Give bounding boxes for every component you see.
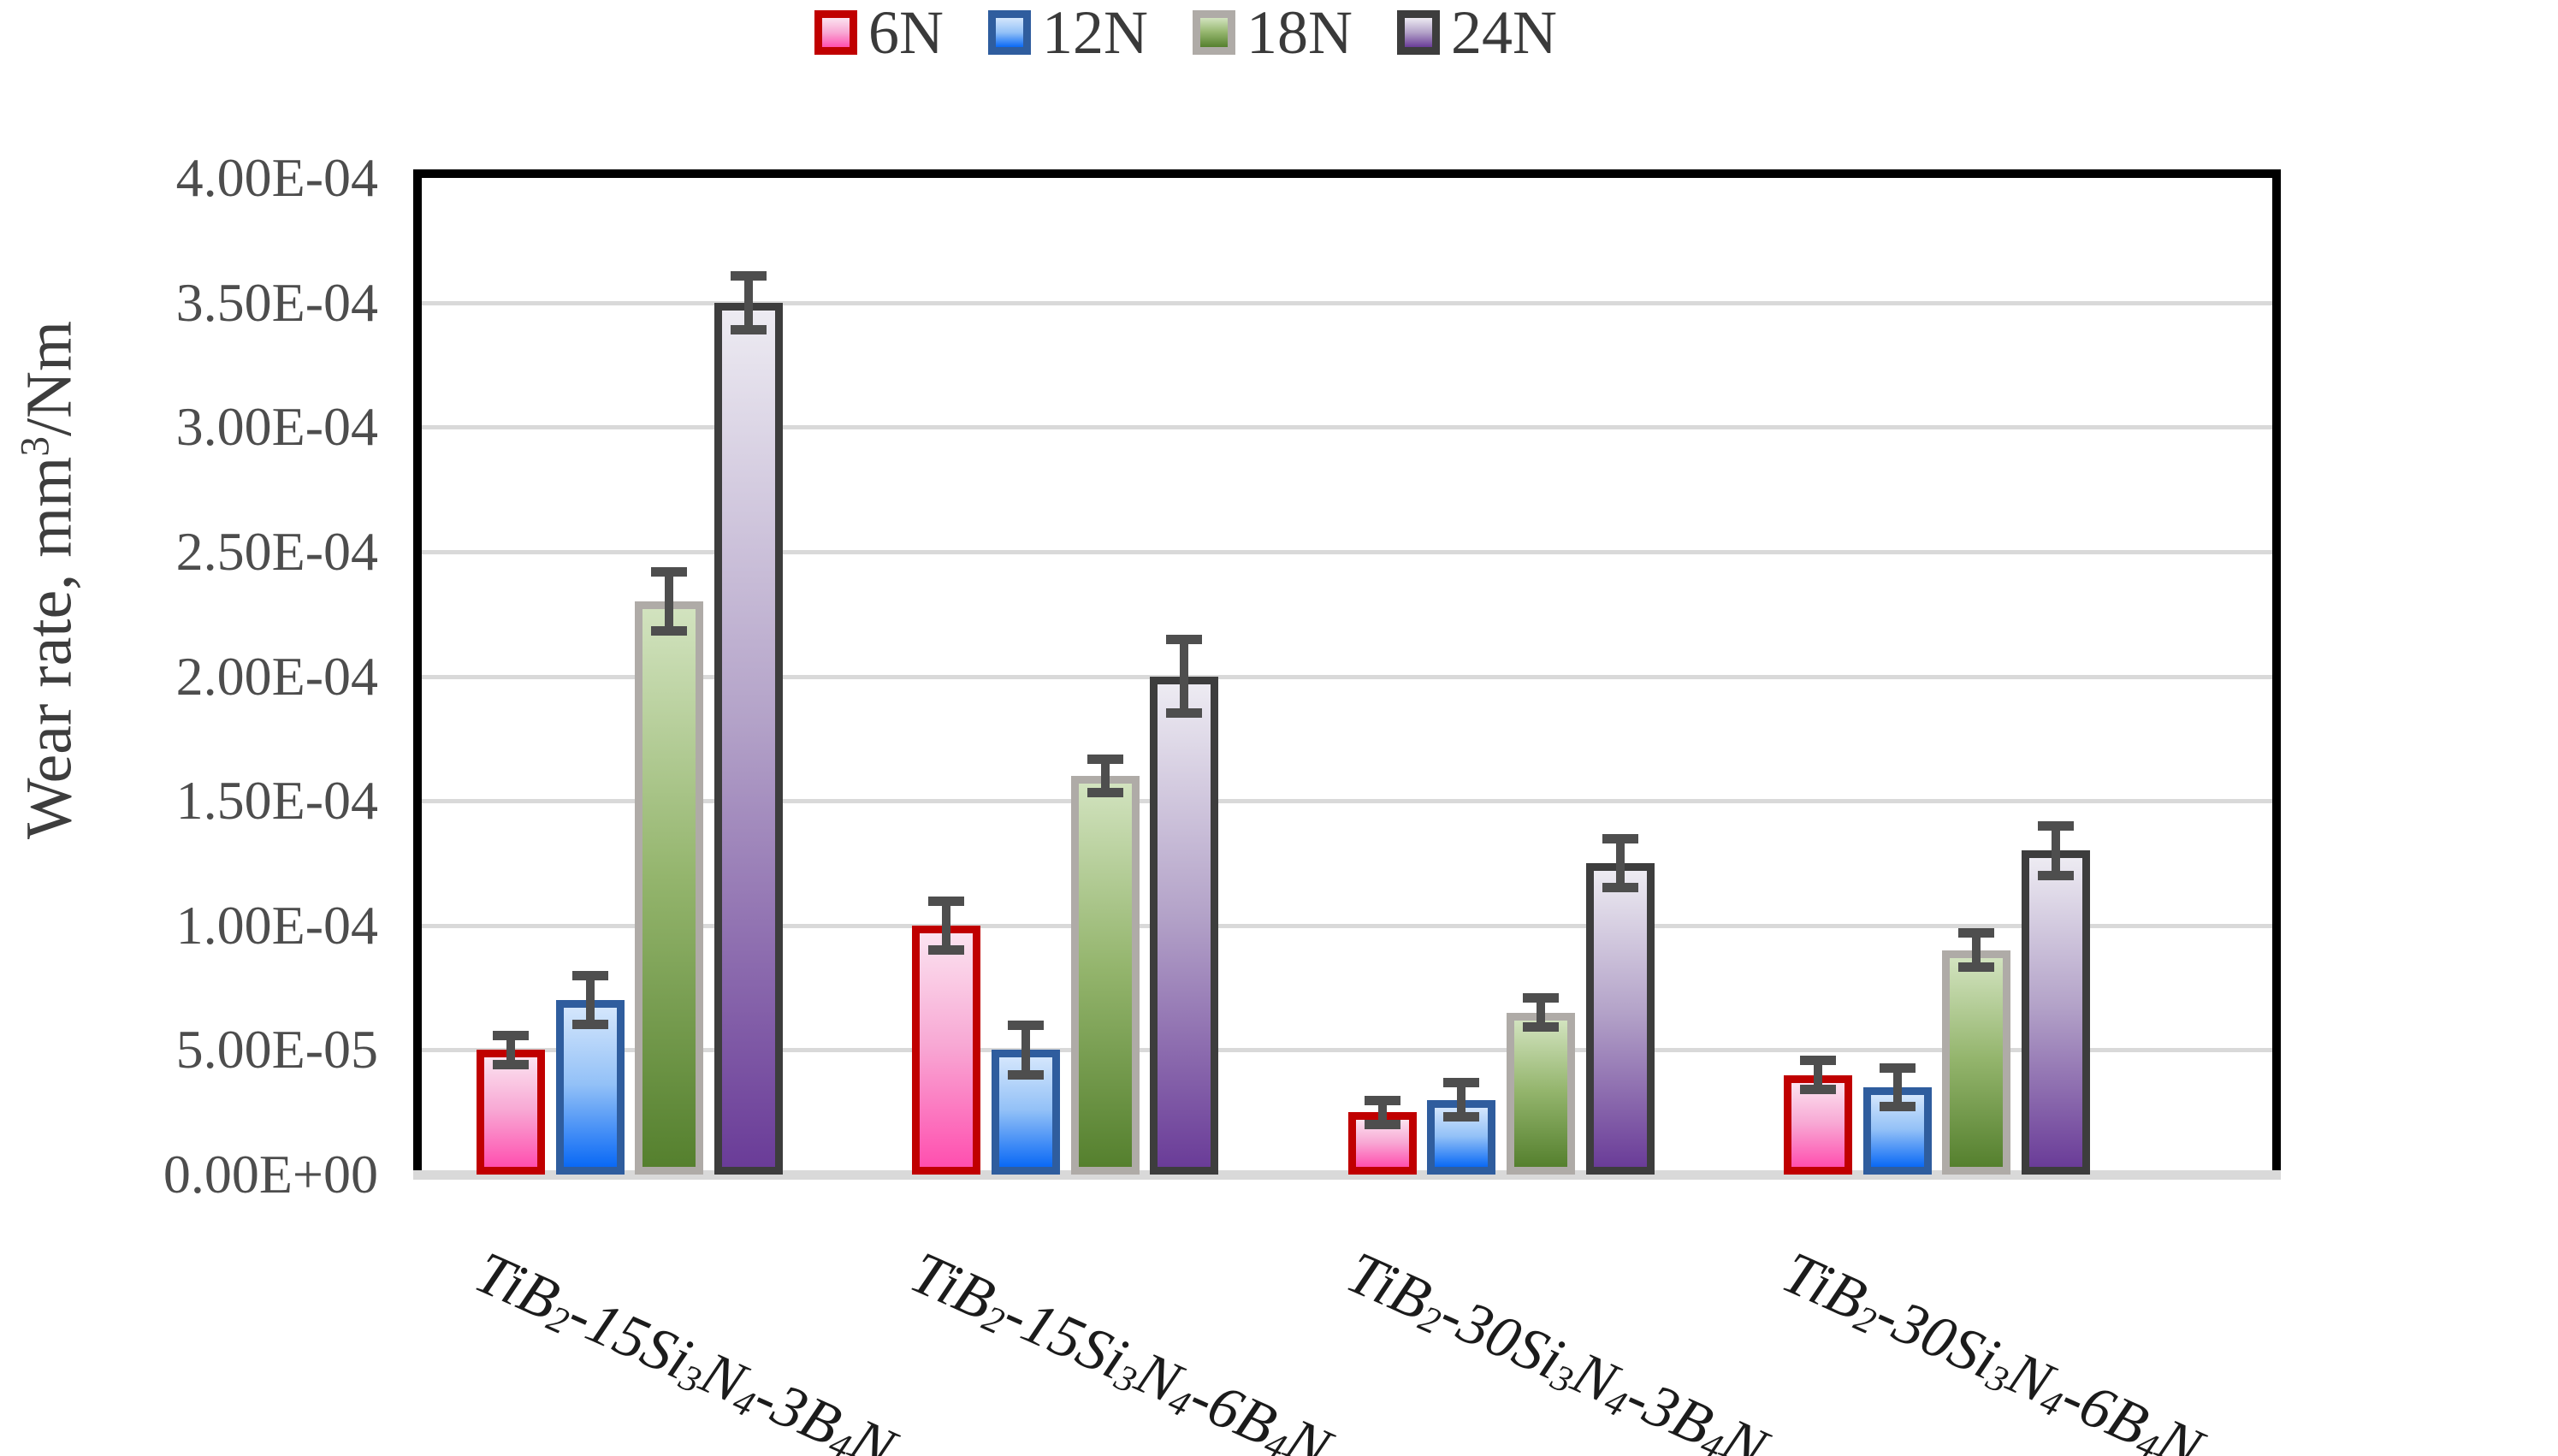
error-bar-cap-bottom <box>928 944 965 955</box>
error-bar-cap-bottom <box>731 324 767 334</box>
bar-18N-TiB₂-15Si₃N₄-3B₄N <box>635 601 704 1175</box>
error-bar-cap-top <box>1602 833 1638 843</box>
legend-label: 24N <box>1451 0 1557 67</box>
y-tick-label: 1.50E-04 <box>175 770 378 832</box>
error-bar-cap-bottom <box>1364 1119 1400 1129</box>
error-bar-cap-top <box>1523 993 1559 1003</box>
error-bar-cap-bottom <box>1602 883 1638 893</box>
error-bar-cap-bottom <box>1958 962 1995 973</box>
error-bar-cap-top <box>2038 821 2074 832</box>
x-category-label-TiB₂-15Si₃N₄-3B₄N: TiB2-15Si3N4-3B4N <box>465 1239 904 1456</box>
gridline <box>422 300 2272 305</box>
gridline <box>422 674 2272 679</box>
y-tick-label: 2.50E-04 <box>175 520 378 582</box>
bar-24N-TiB₂-30Si₃N₄-3B₄N <box>1585 862 1655 1175</box>
error-bar-cap-top <box>651 567 688 577</box>
y-tick-label: 0.00E+00 <box>163 1144 378 1204</box>
gridline <box>422 549 2272 554</box>
x-category-label-TiB₂-15Si₃N₄-6B₄N: TiB2-15Si3N4-6B4N <box>901 1239 1340 1456</box>
x-category-label-TiB₂-30Si₃N₄-3B₄N: TiB2-30Si3N4-3B4N <box>1336 1239 1776 1456</box>
bar-24N-TiB₂-30Si₃N₄-6B₄N <box>2022 850 2090 1175</box>
error-bar-cap-top <box>493 1030 529 1040</box>
error-bar-line <box>1457 1082 1466 1117</box>
y-tick-label: 3.50E-04 <box>175 271 378 333</box>
error-bar-cap-top <box>1443 1078 1480 1088</box>
chart-legend: 6N 12N 18N 24N <box>814 0 1557 67</box>
error-bar-cap-top <box>1364 1095 1400 1105</box>
y-tick-label: 5.00E-05 <box>175 1019 378 1080</box>
legend-swatch-18N <box>1193 10 1235 55</box>
legend-label: 12N <box>1042 0 1148 67</box>
error-bar-line <box>2052 826 2060 876</box>
error-bar-cap-bottom <box>1008 1069 1044 1080</box>
error-bar-cap-top <box>1087 754 1123 764</box>
y-tick-label: 3.00E-04 <box>175 396 378 458</box>
error-bar-line <box>1972 932 1981 968</box>
plot-area <box>413 169 2281 1180</box>
error-bar-cap-bottom <box>1166 708 1203 719</box>
error-bar-line <box>1377 1099 1387 1125</box>
error-bar-line <box>1021 1025 1030 1075</box>
bar-18N-TiB₂-15Si₃N₄-6B₄N <box>1070 776 1140 1175</box>
error-bar-line <box>665 571 674 632</box>
error-bar-cap-top <box>928 896 965 906</box>
gridline <box>422 923 2272 928</box>
error-bar-cap-bottom <box>493 1059 529 1069</box>
error-bar-line <box>1100 758 1110 794</box>
bar-24N-TiB₂-15Si₃N₄-6B₄N <box>1150 676 1219 1175</box>
error-bar-cap-top <box>1799 1056 1836 1066</box>
error-bar-line <box>1813 1060 1822 1090</box>
legend-label: 6N <box>868 0 944 67</box>
bar-18N-TiB₂-30Si₃N₄-3B₄N <box>1507 1012 1575 1175</box>
error-bar-cap-bottom <box>2038 870 2074 880</box>
bar-6N-TiB₂-15Si₃N₄-3B₄N <box>477 1050 545 1175</box>
gridline <box>422 425 2272 430</box>
error-bar-cap-bottom <box>1523 1022 1559 1033</box>
y-tick-label: 1.00E-04 <box>175 894 378 956</box>
gridline <box>422 1048 2272 1053</box>
error-bar-cap-top <box>571 971 608 980</box>
error-bar-cap-bottom <box>651 626 688 636</box>
error-bar-line <box>585 975 595 1026</box>
error-bar-cap-bottom <box>1087 788 1123 798</box>
error-bar-cap-top <box>1008 1021 1044 1031</box>
x-category-label-TiB₂-30Si₃N₄-6B₄N: TiB2-30Si3N4-6B4N <box>1773 1239 2212 1456</box>
error-bar-cap-top <box>1879 1062 1916 1073</box>
error-bar-cap-bottom <box>571 1020 608 1030</box>
legend-swatch-6N <box>814 10 857 55</box>
error-bar-cap-top <box>1958 928 1995 938</box>
error-bar-cap-bottom <box>1879 1102 1916 1112</box>
error-bar-cap-top <box>1166 634 1203 644</box>
error-bar-cap-bottom <box>1799 1084 1836 1094</box>
error-bar-line <box>1892 1067 1902 1108</box>
legend-item-6N: 6N <box>814 0 944 67</box>
error-bar-cap-top <box>731 270 767 281</box>
legend-item-24N: 24N <box>1397 0 1557 67</box>
bar-24N-TiB₂-15Si₃N₄-3B₄N <box>714 302 784 1175</box>
legend-swatch-24N <box>1397 10 1440 55</box>
y-tick-label: 4.00E-04 <box>175 147 378 208</box>
bar-18N-TiB₂-30Si₃N₄-6B₄N <box>1942 950 2011 1175</box>
bar-6N-TiB₂-15Si₃N₄-6B₄N <box>912 925 981 1175</box>
legend-item-12N: 12N <box>988 0 1148 67</box>
legend-item-18N: 18N <box>1193 0 1353 67</box>
legend-label: 18N <box>1246 0 1353 67</box>
gridline <box>422 799 2272 804</box>
error-bar-line <box>942 900 951 950</box>
y-tick-label: 2.00E-04 <box>175 645 378 707</box>
error-bar-line <box>1537 997 1545 1028</box>
error-bar-line <box>744 275 754 330</box>
error-bar-line <box>1180 638 1189 714</box>
error-bar-line <box>1615 837 1625 889</box>
x-axis-line <box>413 1170 2281 1180</box>
error-bar-cap-bottom <box>1443 1112 1480 1122</box>
error-bar-line <box>506 1034 515 1065</box>
legend-swatch-12N <box>988 10 1031 55</box>
